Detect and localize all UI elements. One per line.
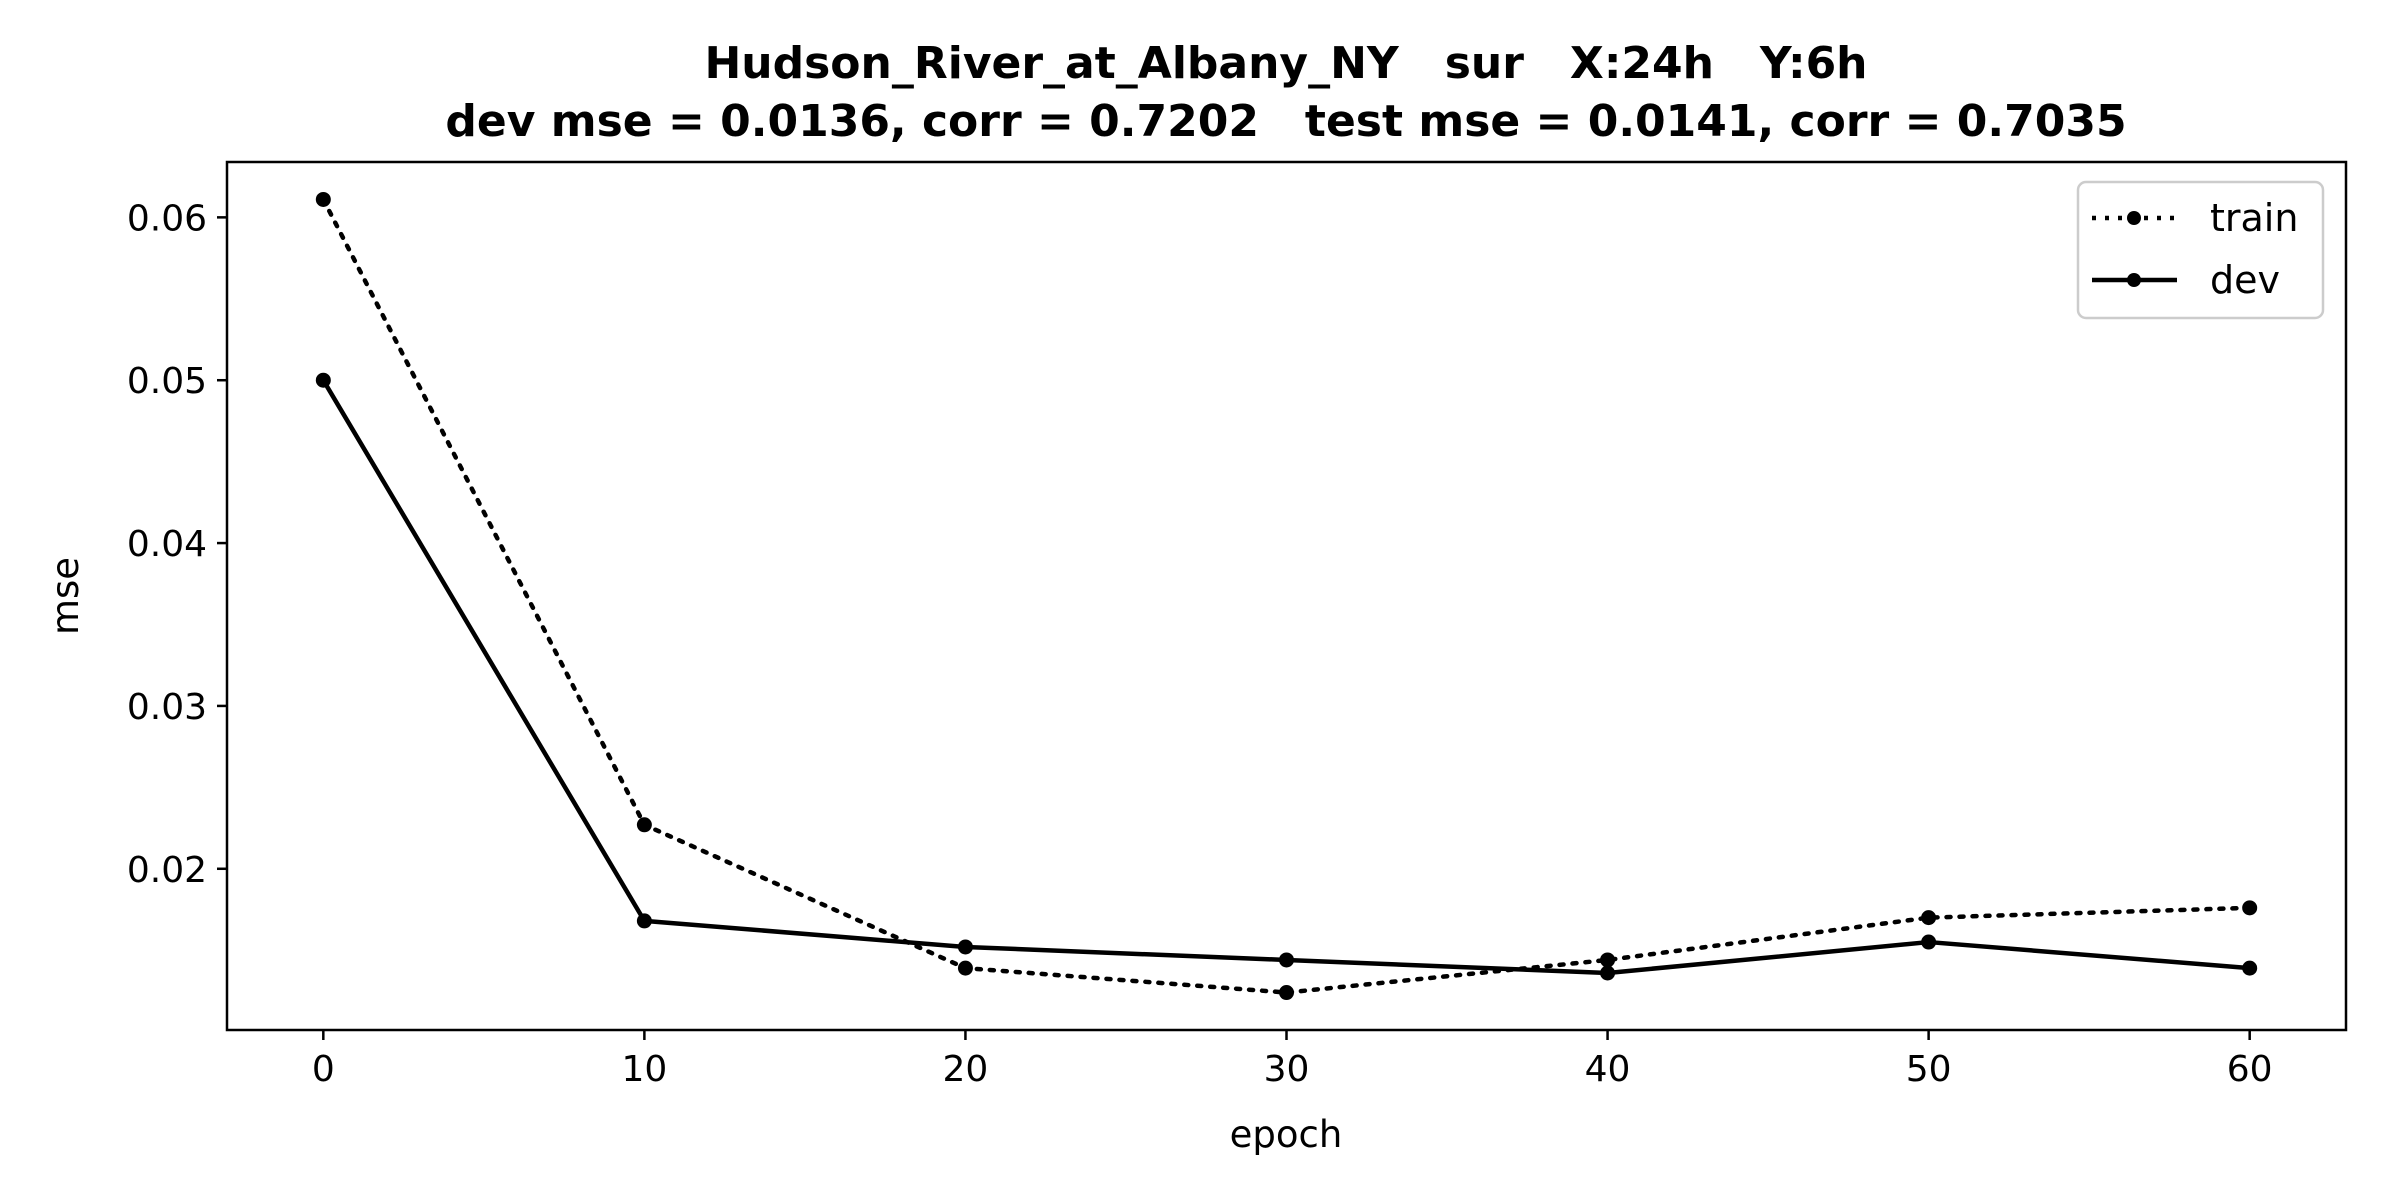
y-tick-label: 0.05	[127, 361, 207, 402]
y-tick-label: 0.03	[127, 687, 207, 728]
x-tick-label: 20	[943, 1049, 989, 1090]
x-axis: 0 10 20 30 40 50 60	[312, 1030, 2273, 1090]
x-tick-label: 50	[1906, 1049, 1952, 1090]
data-point-train	[1600, 952, 1616, 968]
x-tick-label: 30	[1264, 1049, 1310, 1090]
chart-subtitle: dev mse = 0.0136, corr = 0.7202 test mse…	[445, 96, 2126, 147]
data-point-train	[957, 960, 973, 976]
data-point-train	[2242, 900, 2258, 916]
data-point-dev	[315, 372, 331, 388]
x-tick-label: 10	[621, 1049, 667, 1090]
data-point-train	[636, 817, 652, 833]
data-point-dev	[1600, 965, 1616, 981]
y-axis-label: mse	[44, 557, 87, 635]
data-point-dev	[636, 913, 652, 929]
chart-title: Hudson_River_at_Albany_NY sur X:24h Y:6h	[704, 38, 1867, 89]
data-point-train	[1921, 910, 1937, 926]
y-axis: 0.02 0.03 0.04 0.05 0.06	[127, 198, 227, 891]
data-point-train	[315, 191, 331, 207]
y-tick-label: 0.04	[127, 524, 207, 565]
legend-label-dev: dev	[2210, 258, 2280, 302]
legend-marker-train	[2127, 211, 2141, 225]
data-point-dev	[957, 939, 973, 955]
x-tick-label: 0	[312, 1049, 335, 1090]
y-tick-label: 0.02	[127, 850, 207, 891]
legend-label-train: train	[2210, 196, 2298, 240]
legend: train dev	[2076, 180, 2325, 320]
series-layer	[315, 191, 2258, 1001]
data-point-dev	[2242, 960, 2258, 976]
data-point-train	[1279, 985, 1294, 1001]
legend-marker-dev	[2127, 273, 2141, 287]
x-tick-label: 60	[2227, 1049, 2273, 1090]
x-tick-label: 40	[1585, 1049, 1631, 1090]
data-point-dev	[1921, 934, 1937, 950]
x-axis-label: epoch	[1230, 1113, 1343, 1156]
data-point-dev	[1279, 952, 1294, 968]
y-tick-label: 0.06	[127, 198, 207, 239]
